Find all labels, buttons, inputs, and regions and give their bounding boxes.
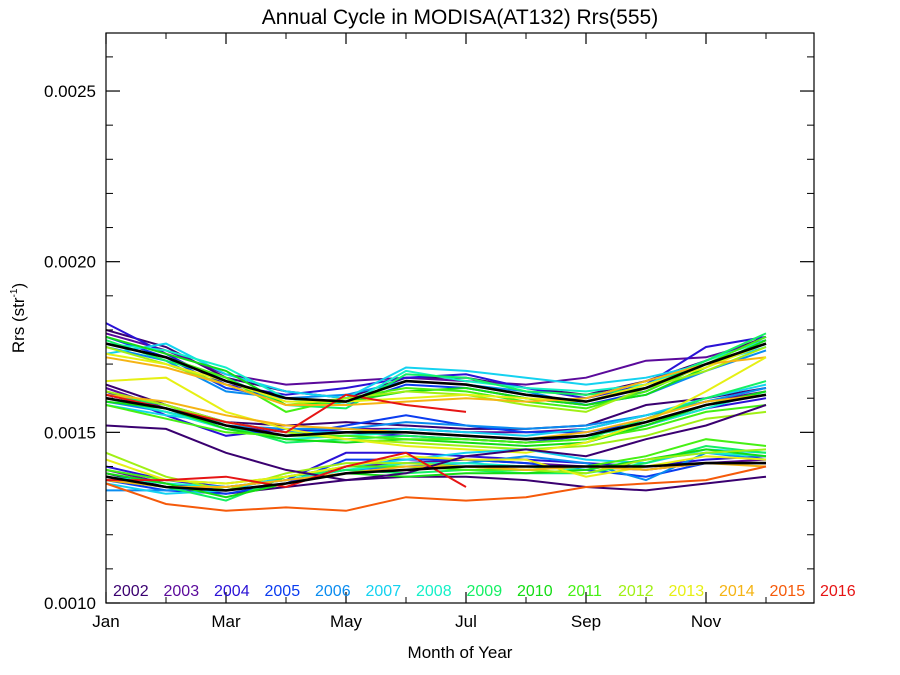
legend-item-2012: 2012 bbox=[618, 583, 654, 600]
legend-item-2005: 2005 bbox=[265, 583, 301, 600]
legend-item-2003: 2003 bbox=[164, 583, 200, 600]
chart-title: Annual Cycle in MODISA(AT132) Rrs(555) bbox=[262, 6, 658, 29]
series-line-mid-12 bbox=[105, 356, 767, 454]
y-tick-label: 0.0020 bbox=[44, 253, 96, 272]
y-axis-label: Rrs (str-1) bbox=[9, 283, 28, 353]
y-tick-label: 0.0010 bbox=[44, 594, 96, 613]
series-line-low-4 bbox=[105, 458, 766, 495]
mean-lines bbox=[105, 342, 767, 492]
series-line-low-8 bbox=[105, 444, 767, 502]
series-line-high-13 bbox=[105, 356, 767, 406]
series-line-mid-10 bbox=[105, 404, 767, 444]
series-line-high-10 bbox=[105, 335, 767, 413]
x-tick-label: Sep bbox=[571, 612, 601, 631]
legend-item-2006: 2006 bbox=[315, 583, 351, 600]
legend-item-2010: 2010 bbox=[517, 583, 553, 600]
legend-item-2008: 2008 bbox=[416, 583, 452, 600]
plot-frame bbox=[105, 32, 815, 604]
y-tick-label: 0.0015 bbox=[44, 423, 96, 442]
legend-item-2016: 2016 bbox=[820, 583, 856, 600]
y-tick-label: 0.0025 bbox=[44, 82, 96, 101]
legend: 2002 2003 2004 2005 2006 2007 2008 2009 2010 2011… bbox=[113, 583, 856, 600]
x-tick-label: Jul bbox=[455, 612, 477, 631]
x-tick-label: Mar bbox=[211, 612, 241, 631]
series-line-low-13 bbox=[105, 462, 767, 488]
legend-item-2011: 2011 bbox=[568, 583, 603, 600]
legend-item-2009: 2009 bbox=[467, 583, 503, 600]
y-axis-label-main: Rrs (str bbox=[9, 297, 28, 353]
x-tick-label: Jan bbox=[92, 612, 119, 631]
legend-item-2002: 2002 bbox=[113, 583, 149, 600]
x-tick-label: Nov bbox=[691, 612, 722, 631]
x-axis-label: Month of Year bbox=[408, 643, 513, 662]
y-axis: 0.0010 0.0015 0.0020 0.0025 bbox=[44, 56, 814, 613]
series-line-2016-2 bbox=[106, 451, 467, 489]
series-line-high-2 bbox=[105, 332, 767, 386]
legend-item-2007: 2007 bbox=[366, 583, 402, 600]
y-axis-label-close: ) bbox=[9, 283, 28, 289]
legend-item-2015: 2015 bbox=[770, 583, 806, 600]
x-axis: Jan Mar May Jul Sep Nov bbox=[92, 33, 767, 631]
legend-item-2013: 2013 bbox=[669, 583, 705, 600]
series-line-mid-9 bbox=[105, 390, 767, 448]
series-line-low-14 bbox=[105, 465, 767, 512]
legend-item-2004: 2004 bbox=[214, 583, 250, 600]
mean-line-low bbox=[105, 461, 766, 492]
series-line-high-6 bbox=[105, 342, 767, 400]
series-line-mid-6 bbox=[105, 383, 767, 437]
y-axis-label-sup: -1 bbox=[9, 288, 20, 297]
legend-item-2014: 2014 bbox=[719, 583, 755, 600]
x-tick-label: May bbox=[330, 612, 363, 631]
mean-line-mid bbox=[105, 393, 767, 441]
mean-line-high bbox=[105, 342, 767, 403]
series-line-low-15 bbox=[105, 404, 767, 482]
